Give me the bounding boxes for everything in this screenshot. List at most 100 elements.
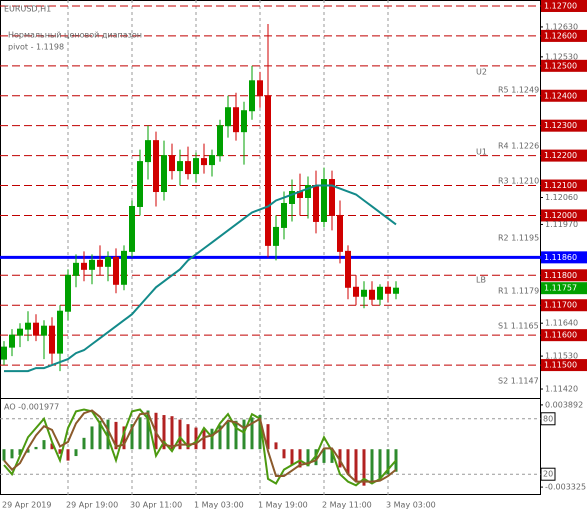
candle-body: [353, 286, 359, 297]
y-tick-label: 0.003892: [545, 400, 583, 409]
y2-tick-label: 80: [543, 414, 553, 423]
candle-body: [89, 259, 95, 270]
candle-body: [305, 185, 311, 199]
candle-body: [129, 205, 135, 252]
pivot-label-text: 1.11860: [544, 253, 577, 262]
level-label-box: [541, 149, 587, 162]
ao-bar: [66, 449, 70, 461]
candle-body: [81, 262, 87, 270]
candle-body: [1, 346, 7, 360]
level-label-text: 1.12300: [544, 121, 577, 130]
level-label-text: 1.11700: [544, 301, 577, 310]
annotation: Нормальный ценовой диапазон: [8, 31, 142, 40]
level-label-box: [541, 59, 587, 72]
ao-bar: [250, 417, 254, 450]
level-label: 1.12700: [541, 0, 587, 12]
candle-body: [265, 95, 271, 246]
level-label: 1.11800: [541, 269, 587, 282]
candle-body: [57, 310, 63, 354]
ao-bar: [170, 416, 174, 450]
level-label-box: [541, 299, 587, 312]
ao-bar: [306, 449, 310, 467]
candle-body: [49, 325, 55, 354]
candle-body: [393, 287, 399, 294]
y2-tick-box: [540, 467, 556, 481]
annotation: pivot - 1.1198: [8, 43, 64, 52]
ao-bar: [98, 420, 102, 450]
last-price-text: 1.11757: [544, 284, 577, 293]
candle-body: [17, 328, 23, 336]
candle-body: [289, 191, 295, 204]
y-tick-label: 1.11640: [545, 319, 578, 328]
ao-bar: [322, 449, 326, 463]
candle-body: [385, 286, 391, 294]
candle-body: [41, 325, 47, 336]
level-label-box: [541, 179, 587, 192]
last-price-label: 1.11757: [541, 282, 587, 295]
level-label-box: [541, 89, 587, 102]
ao-bar: [178, 419, 182, 450]
level-label-text: 1.12600: [544, 31, 577, 40]
annotation: S2 1.1147: [498, 377, 539, 386]
level-label: 1.11700: [541, 299, 587, 312]
ao-bar: [330, 449, 334, 463]
candle-body: [361, 289, 367, 297]
candle-body: [9, 334, 15, 348]
level-label-text: 1.12000: [544, 211, 577, 220]
candle-body: [25, 322, 31, 330]
y-tick-label: -0.003325: [545, 483, 586, 492]
annotation: S1 1.1165: [498, 322, 539, 331]
ao-bar: [234, 420, 238, 450]
ao-bar: [26, 449, 30, 453]
candle-body: [201, 158, 207, 166]
level-label-box: [541, 329, 587, 342]
candle-body: [233, 107, 239, 133]
ao-bar: [370, 449, 374, 484]
ao-bar: [266, 424, 270, 450]
candle-body: [329, 179, 335, 216]
level-label-text: 1.12200: [544, 151, 577, 160]
candle-body: [145, 140, 151, 163]
candle-body: [217, 125, 223, 157]
y-tick-label: 1.12060: [545, 193, 578, 202]
level-label: 1.11500: [541, 359, 587, 372]
level-label: 1.12500: [541, 59, 587, 72]
level-label-box: [541, 269, 587, 282]
candle-body: [321, 179, 327, 222]
moving-average: [4, 184, 397, 373]
candle-body: [97, 259, 103, 267]
y-tick-label: 1.12630: [545, 22, 578, 31]
candle-body: [225, 107, 231, 127]
annotation: R2 1.1195: [498, 234, 539, 243]
candle-body: [345, 250, 351, 288]
level-label-text: 1.11600: [544, 331, 577, 340]
x-tick-label: 29 Apr 19:00: [66, 501, 118, 510]
level-label-text: 1.12700: [544, 1, 577, 10]
ao-bar: [10, 449, 14, 459]
level-label: 1.12100: [541, 179, 587, 192]
level-label: 1.11600: [541, 329, 587, 342]
ao-bar: [130, 424, 134, 450]
ao-bar: [282, 449, 286, 459]
candle-body: [369, 289, 375, 300]
ao-bar: [34, 446, 38, 450]
ao-bar: [138, 417, 142, 450]
x-tick-label: 29 Apr 2019: [2, 501, 51, 510]
candle-body: [257, 80, 263, 97]
ao-bar: [50, 443, 54, 450]
level-label-box: [541, 29, 587, 42]
ao-bar: [218, 425, 222, 450]
candle-body: [161, 155, 167, 193]
ao-bar: [186, 424, 190, 450]
candle-body: [193, 158, 199, 175]
candle-body: [105, 256, 111, 267]
level-label: 1.12000: [541, 209, 587, 222]
ao-bar: [258, 415, 262, 450]
chart-title: EURUSD,H1: [4, 5, 51, 14]
annotation: R4 1.1226: [498, 142, 539, 151]
ao-bar: [114, 421, 118, 450]
ao-bar: [74, 449, 78, 457]
ao-bar: [290, 449, 294, 466]
ao-bar: [242, 419, 246, 450]
